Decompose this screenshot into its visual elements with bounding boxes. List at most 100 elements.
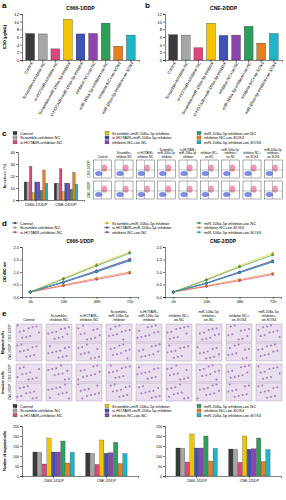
x-tick: 72h [270, 297, 277, 304]
cell-dot [96, 365, 98, 367]
plot-frame [179, 181, 197, 199]
cell-cloud [230, 165, 236, 172]
cell-dot [177, 372, 179, 374]
bar-series [61, 441, 118, 476]
x-tick-label: 0h [172, 299, 176, 304]
point [238, 271, 240, 273]
cell-dot [47, 369, 49, 371]
axis-line [23, 298, 139, 300]
point [29, 291, 31, 293]
point [29, 291, 31, 293]
cell-dot [148, 391, 150, 393]
bar [24, 182, 26, 200]
cell-dot [151, 377, 153, 379]
cell-dot [62, 356, 64, 358]
chart: 010203040C666-1/DDPCNE-2/DDPApoptosis (%… [2, 150, 85, 207]
cell-dot [80, 370, 82, 372]
cell-cloud [208, 165, 214, 172]
micrograph [166, 324, 192, 342]
micrograph [166, 383, 192, 401]
cell-dot [183, 378, 185, 380]
y-tick-mark [20, 436, 22, 437]
cell-dot [23, 366, 25, 368]
bar [51, 49, 60, 60]
y-tick: 4 [17, 43, 22, 48]
y-tick: 2 [17, 50, 22, 55]
cell-dot [205, 358, 207, 360]
micrograph [166, 343, 192, 361]
cell-dot [257, 365, 259, 367]
cell-dot [114, 377, 116, 379]
cell-dot [179, 384, 181, 386]
cell-dot [203, 388, 205, 390]
bar [208, 461, 212, 476]
y-tick: 10 [14, 20, 22, 25]
cell-dot [173, 357, 175, 359]
point [272, 261, 274, 263]
y-tick: 10 [11, 186, 18, 191]
cell-dot [92, 365, 94, 367]
cell-dot [27, 349, 29, 351]
cell-cloud [223, 192, 230, 197]
micrograph [226, 343, 252, 361]
cell-dot [264, 391, 266, 393]
y-tick-label: 12 [14, 12, 19, 17]
y-tick-label: 12 [157, 12, 162, 17]
micrograph [16, 324, 42, 342]
point [172, 291, 174, 293]
bar [67, 183, 69, 200]
bar [86, 453, 90, 476]
y-tick: 0 [17, 58, 22, 63]
y-tick: 250 [13, 425, 22, 429]
cell-cloud [223, 171, 230, 176]
plot-frame [200, 160, 218, 178]
cell-dot [205, 374, 207, 376]
cell-dot [214, 371, 216, 373]
cell-dot [151, 397, 153, 399]
lines [172, 252, 274, 293]
bar [243, 436, 247, 476]
cell-cloud [138, 192, 145, 197]
series-line [173, 253, 272, 292]
cell-dot [29, 391, 31, 393]
cell-dot [235, 389, 237, 391]
point [29, 291, 31, 293]
image-frame [76, 343, 102, 361]
cell-dot [92, 329, 94, 331]
legend-marker [14, 222, 16, 224]
micrograph [106, 343, 132, 361]
cell-dot [36, 345, 38, 347]
cell-dot [218, 390, 220, 392]
cell-dot [268, 332, 270, 334]
cell-dot [68, 326, 70, 328]
cell-dot [197, 398, 199, 400]
bar [123, 454, 127, 476]
cell-dot [244, 385, 246, 387]
cell-dot [138, 330, 140, 332]
y-axis-title: Number of migrated cells [3, 431, 7, 471]
micrograph [76, 383, 102, 401]
y-tick: 8 [160, 27, 165, 32]
legend-marker [198, 222, 200, 224]
legend: ControlScramble+inhibitor-NCsi-HOTAIR+in… [13, 131, 262, 145]
cell-dot [186, 332, 188, 334]
cell-dot [167, 388, 169, 390]
y-tick-mark [20, 260, 22, 261]
legend: ControlScramble+inhibitor-NCsi-HOTAIR+in… [12, 221, 262, 235]
cell-dot [140, 336, 142, 338]
image-frame [106, 324, 132, 342]
cell-dot [270, 325, 272, 327]
cell-dot [148, 371, 150, 373]
cell-dot [25, 356, 27, 358]
cell-dot [152, 390, 154, 392]
plot-frame [243, 160, 261, 178]
y-tick: 200 [156, 435, 165, 439]
point [205, 282, 207, 284]
bar [26, 34, 35, 60]
y-tick-label: 1.0 [156, 270, 162, 275]
cell-dot [112, 354, 114, 356]
x-axis: C666-1/DDPCNE-2/DDP [23, 476, 139, 483]
legend-label: miR-106a-5p inhibitor+oe-SOX4 [204, 230, 262, 235]
cell-dot [84, 352, 86, 354]
y-tick: 150 [156, 445, 165, 449]
